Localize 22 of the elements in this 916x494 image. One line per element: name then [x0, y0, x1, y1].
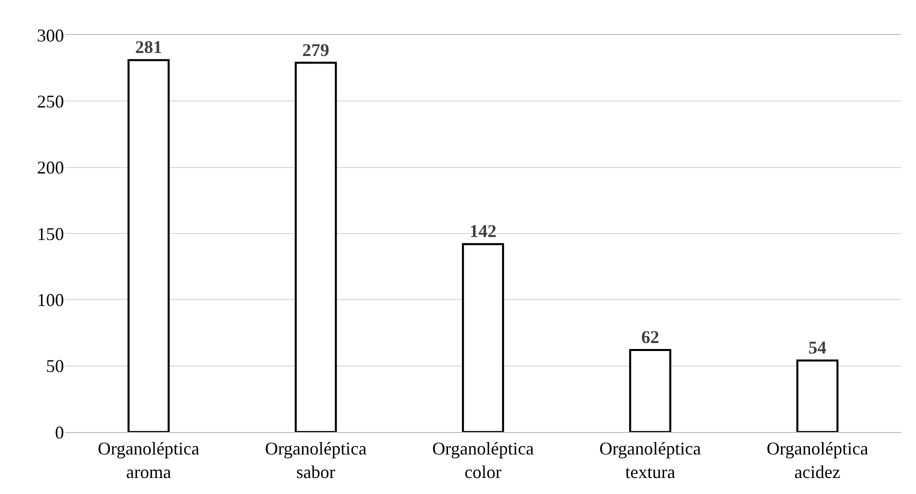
y-tick-label: 0 [55, 422, 64, 442]
y-tick-label: 150 [37, 224, 64, 244]
y-tick-label: 250 [37, 91, 64, 112]
data-label: 62 [641, 326, 660, 347]
bar [462, 243, 504, 432]
data-label: 142 [470, 221, 496, 242]
bar [128, 59, 170, 432]
y-tick-label: 100 [37, 290, 64, 310]
x-tick-label: Organoléptica acidez [766, 438, 868, 482]
data-label: 281 [135, 37, 162, 58]
x-tick-label: Organoléptica aroma [98, 438, 200, 482]
y-tick-label: 50 [46, 356, 64, 376]
x-tick-label: Organoléptica textura [599, 438, 702, 482]
x-tick-label: Organoléptica sabor [264, 438, 367, 482]
data-label: 279 [302, 40, 330, 60]
bar [796, 360, 838, 432]
y-tick-label: 300 [37, 25, 64, 46]
y-tick-label: 200 [37, 158, 64, 178]
bar [629, 348, 672, 432]
bar [294, 62, 337, 432]
x-tick-label: Organoléptica color [432, 438, 534, 482]
data-label: 54 [808, 338, 826, 358]
